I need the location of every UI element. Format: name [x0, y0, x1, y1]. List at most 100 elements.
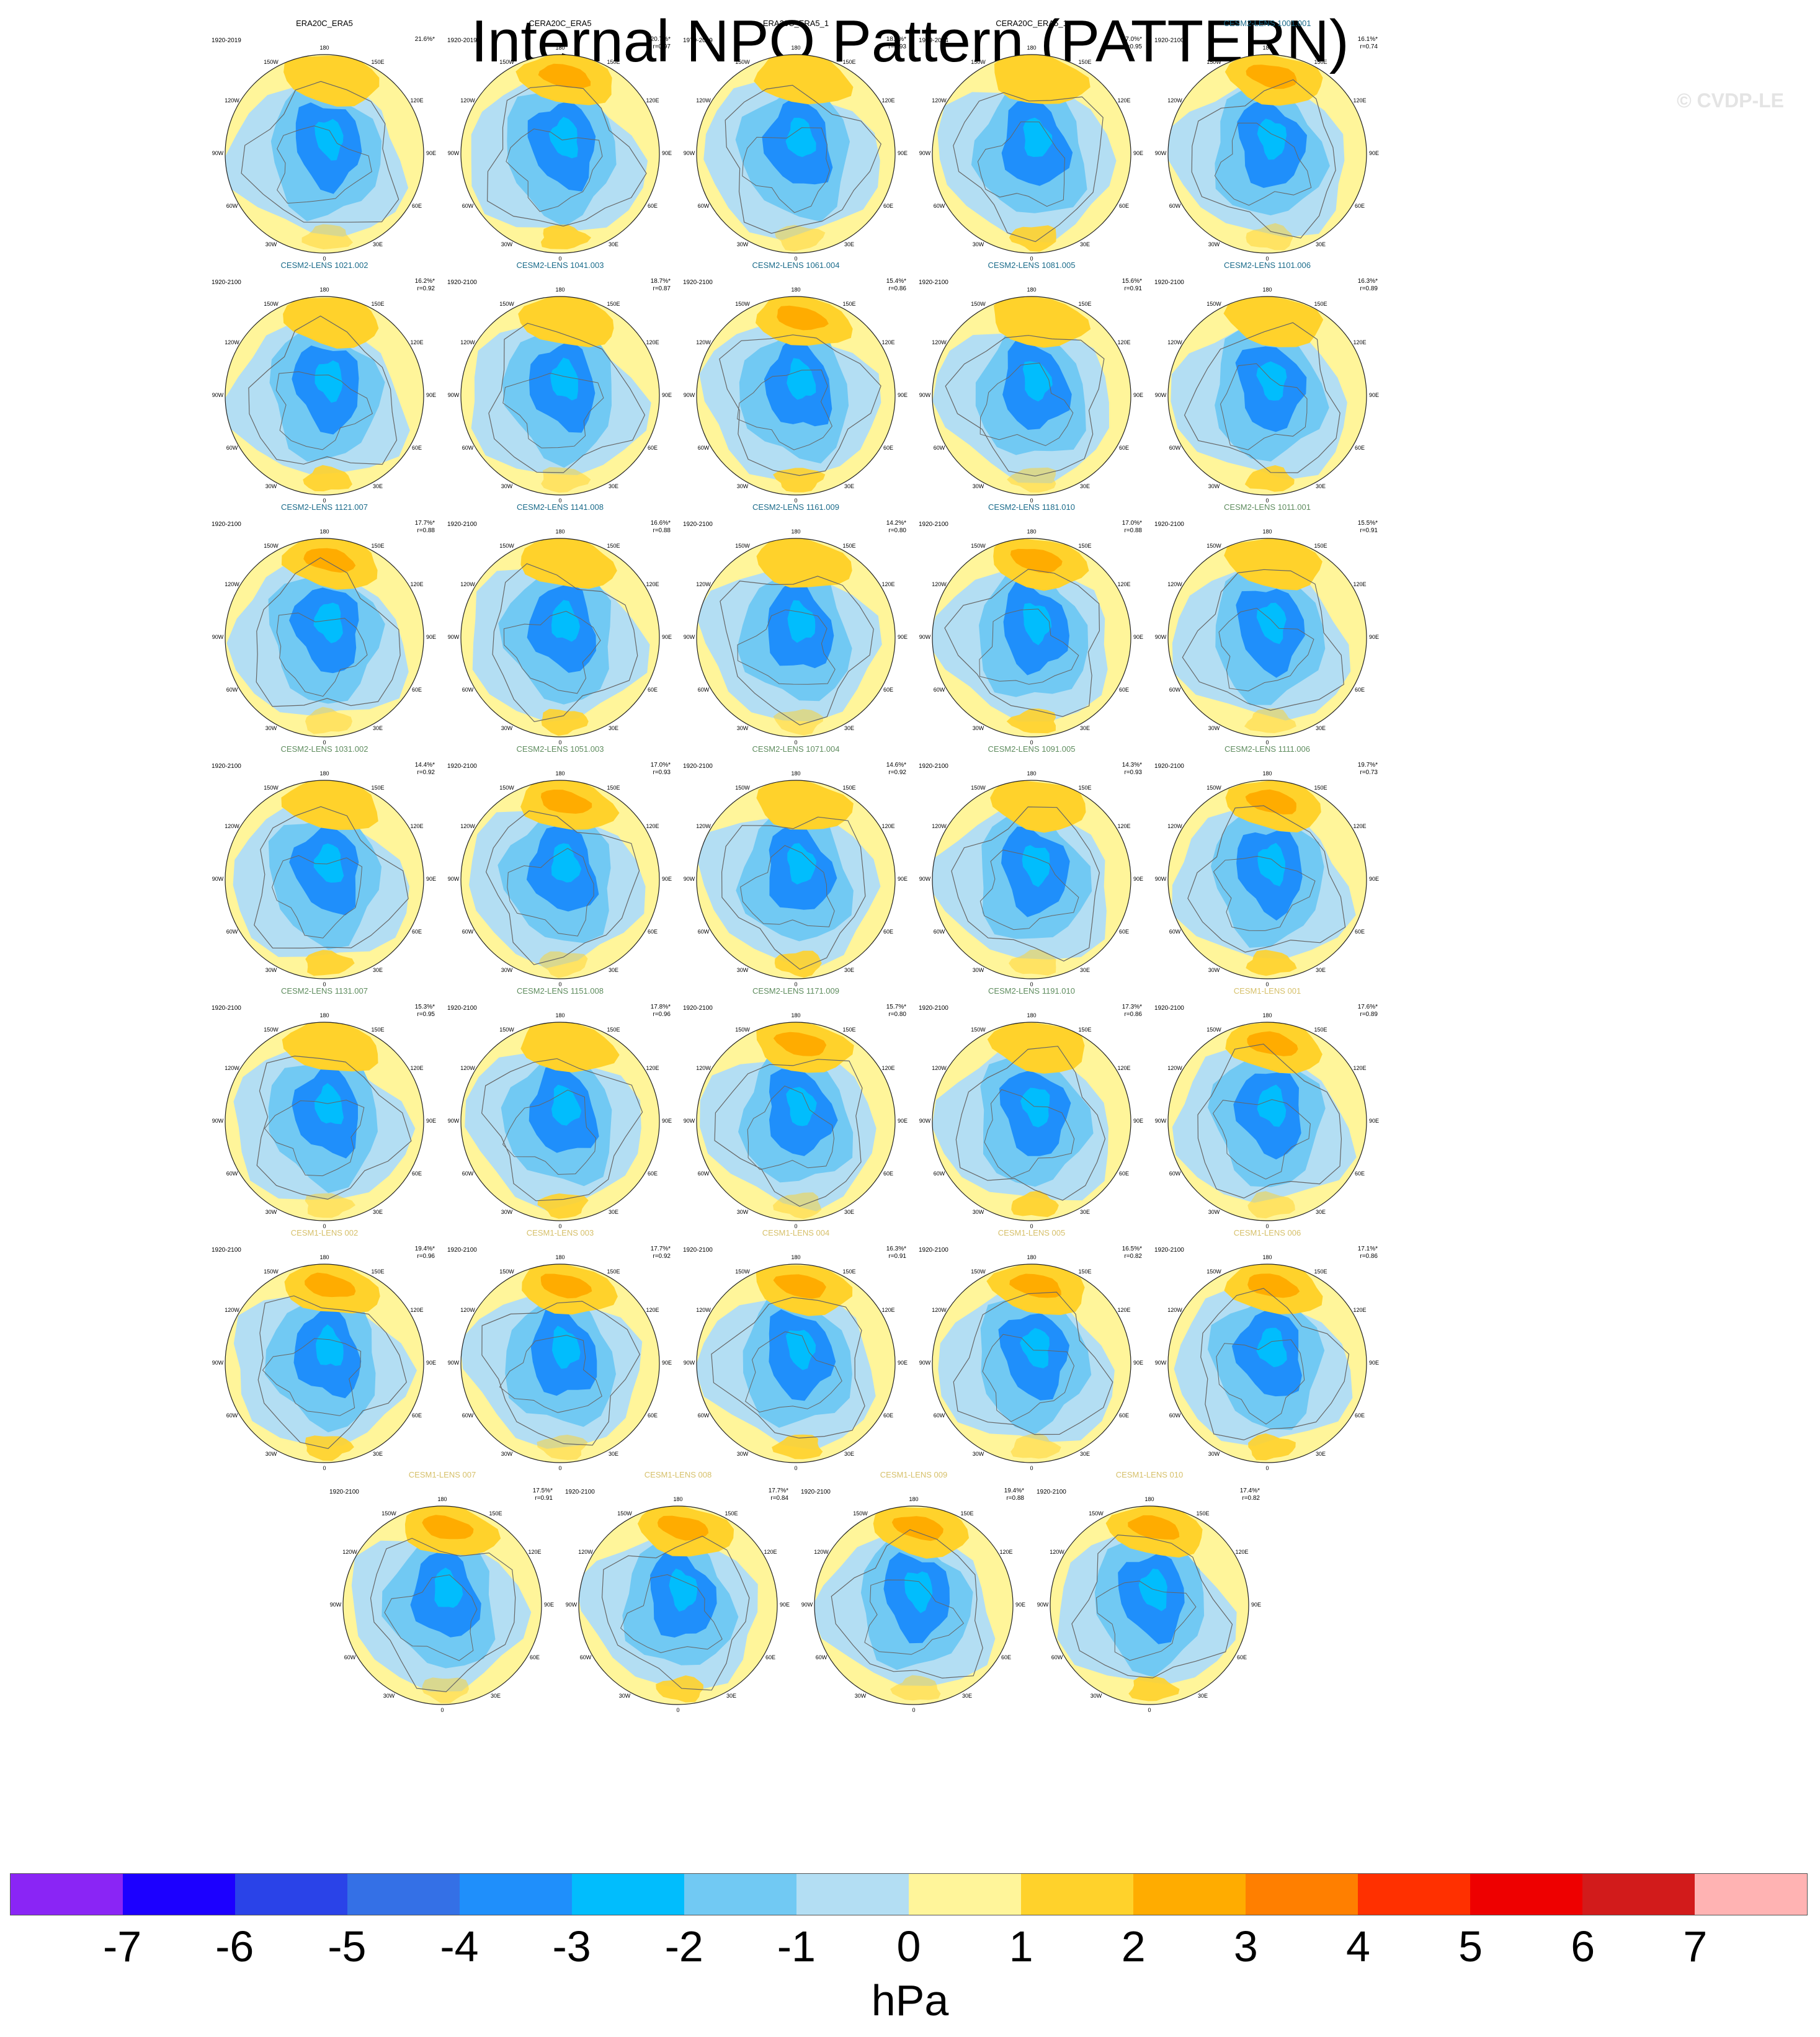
- anomaly-contour: [1224, 538, 1323, 591]
- longitude-label: 60W: [462, 203, 474, 209]
- longitude-label: 60E: [1236, 1654, 1247, 1660]
- longitude-label: 150W: [264, 300, 279, 307]
- longitude-label: 60W: [462, 1412, 474, 1419]
- longitude-label: 60E: [647, 203, 658, 209]
- longitude-label: 150E: [371, 542, 385, 549]
- panel-stats: 14.6%* r=0.92: [886, 762, 906, 777]
- longitude-label: 60W: [1169, 1170, 1181, 1177]
- longitude-label: 30W: [972, 725, 984, 732]
- longitude-label: 150W: [499, 784, 514, 791]
- longitude-label: 90W: [683, 634, 695, 640]
- colorbar-units: hPa: [871, 1976, 949, 2025]
- panel-variance-pct: 17.0%*: [1122, 520, 1142, 527]
- longitude-label: 180: [555, 45, 565, 51]
- longitude-label: 30E: [1079, 725, 1090, 732]
- longitude-label: 90W: [919, 634, 931, 640]
- anomaly-contour: [316, 1324, 344, 1366]
- longitude-label: 120W: [1167, 1065, 1182, 1071]
- panel-stats: 17.0%* r=0.88: [1122, 520, 1142, 535]
- longitude-label: 0: [323, 1223, 326, 1229]
- longitude-label: 60E: [529, 1654, 540, 1660]
- anomaly-contour: [540, 1273, 592, 1299]
- longitude-label: 150E: [1078, 300, 1092, 307]
- map-panel: CESM2-LENS 1031.002 1920-2100 14.4%* r=0.92…: [207, 744, 442, 996]
- longitude-label: 0: [912, 1707, 916, 1713]
- coastline: [711, 1296, 865, 1439]
- panel-years: 1920-2100: [683, 1005, 713, 1012]
- longitude-label: 150W: [853, 1510, 868, 1517]
- longitude-label: 120E: [1353, 1065, 1367, 1071]
- polar-map: [1167, 54, 1367, 254]
- panel-title: CESM1-LENS 007: [408, 1470, 476, 1479]
- map-panel: CESM2-LENS 1191.010 1920-2100 17.3%* r=0.86…: [914, 986, 1149, 1238]
- colorbar-tick: -7: [103, 1922, 142, 1971]
- longitude-label: 90W: [447, 150, 460, 156]
- anomaly-contour: [1009, 1273, 1061, 1298]
- longitude-label: 90E: [897, 876, 908, 882]
- longitude-label: 180: [1027, 1254, 1037, 1260]
- panel-stats: 17.3%* r=0.86: [1122, 1004, 1142, 1018]
- anomaly-contour: [787, 843, 817, 885]
- panel-title: CESM2-LENS 1071.004: [752, 744, 840, 754]
- anomaly-contour: [1247, 1031, 1298, 1056]
- anomaly-contour: [422, 1677, 469, 1703]
- longitude-label: 180: [1027, 528, 1037, 535]
- map-border: [696, 1022, 896, 1221]
- panel-variance-pct: 21.6%*: [414, 36, 435, 43]
- coastline: [488, 323, 646, 473]
- panel-pattern-corr: r=0.95: [417, 1011, 435, 1018]
- longitude-label: 120E: [410, 1307, 424, 1313]
- polar-map: [460, 54, 660, 254]
- anomaly-contour: [786, 1087, 817, 1126]
- longitude-label: 90E: [1133, 1118, 1143, 1124]
- coastline: [1191, 79, 1336, 239]
- panel-years: 1920-2100: [447, 1247, 477, 1254]
- coastline: [1218, 607, 1314, 692]
- longitude-label: 30E: [844, 1451, 854, 1458]
- longitude-label: 60W: [226, 1170, 238, 1177]
- longitude-label: 180: [1262, 1012, 1272, 1018]
- map-border: [932, 54, 1131, 254]
- longitude-label: 150E: [1314, 300, 1327, 307]
- panel-years: 1920-2100: [919, 521, 948, 528]
- panel-variance-pct: 19.7%*: [1357, 762, 1378, 769]
- colorbar-swatch: [1358, 1874, 1470, 1915]
- longitude-label: 30E: [1315, 1209, 1326, 1216]
- longitude-label: 120E: [528, 1549, 542, 1555]
- longitude-label: 90E: [426, 392, 436, 398]
- panel-variance-pct: 16.3%*: [886, 1246, 906, 1252]
- panel-title: CESM2-LENS 1151.008: [517, 986, 604, 996]
- longitude-label: 30E: [844, 1209, 854, 1216]
- anomaly-contour: [518, 296, 614, 347]
- panel-variance-pct: 18.1%*: [886, 36, 906, 43]
- longitude-label: 30E: [608, 967, 618, 974]
- longitude-label: 60W: [815, 1654, 827, 1660]
- longitude-label: 180: [791, 770, 801, 777]
- map-panel: CERA20C_ERA5 1920-2019 20.7%* r=0.97 180 150E…: [442, 19, 678, 270]
- anomaly-contour: [785, 1330, 816, 1370]
- coastline: [1216, 1339, 1305, 1425]
- longitude-label: 60E: [411, 445, 422, 451]
- longitude-label: 180: [1262, 287, 1272, 293]
- longitude-label: 30E: [844, 725, 854, 732]
- longitude-label: 150W: [971, 300, 986, 307]
- panel-title: CESM2-LENS 1021.002: [280, 261, 368, 270]
- longitude-label: 60W: [933, 1412, 945, 1419]
- longitude-label: 30E: [1079, 967, 1090, 974]
- coastline: [486, 85, 647, 227]
- longitude-label: 150E: [607, 1268, 620, 1275]
- anomaly-contour: [282, 1022, 378, 1072]
- colorbar-tick-labels: -7 -6 -5 -4 -3 -2 -1 0 1 2 3 4 5 6 7: [10, 1922, 1808, 1977]
- longitude-label: 30W: [501, 1451, 513, 1458]
- longitude-label: 150W: [499, 58, 514, 65]
- longitude-label: 90W: [565, 1602, 578, 1608]
- longitude-label: 90E: [426, 150, 436, 156]
- map-border: [1167, 1264, 1367, 1463]
- longitude-label: 60E: [647, 1412, 658, 1419]
- longitude-label: 180: [1262, 528, 1272, 535]
- longitude-label: 150W: [735, 542, 750, 549]
- longitude-label: 60W: [226, 929, 238, 935]
- coastline: [740, 845, 835, 927]
- map-border: [696, 538, 896, 738]
- polar-map: [460, 1022, 660, 1221]
